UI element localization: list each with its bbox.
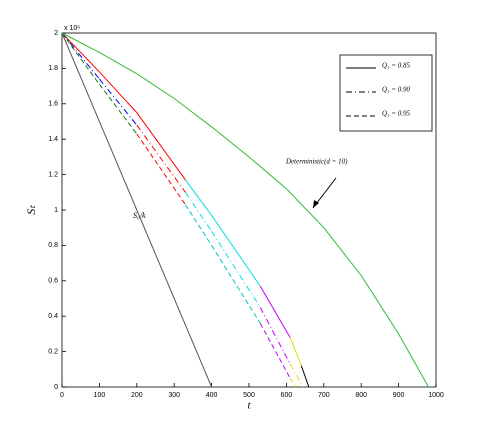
line-segment	[289, 363, 304, 388]
line-segment	[136, 112, 186, 181]
line-segment	[259, 323, 291, 379]
x-tick-label: 600	[281, 392, 293, 399]
line-segment	[136, 133, 186, 205]
line-segment	[300, 365, 310, 388]
x-tick-label: 100	[94, 392, 106, 399]
legend-label: Q₁ = 0.95	[382, 110, 410, 118]
annotation: Deterministic(d = 10)	[285, 158, 348, 166]
y-tick-label: 1.2	[48, 171, 58, 178]
x-tick-label: 900	[393, 392, 405, 399]
x-tick-label: 200	[131, 392, 143, 399]
line-segment	[136, 124, 186, 193]
y-multiplier: x 10⁶	[64, 25, 80, 32]
line-segment	[99, 84, 138, 135]
y-tick-label: 1	[54, 207, 58, 214]
line-segment	[185, 192, 213, 232]
line	[61, 32, 213, 388]
x-tick-label: 1000	[428, 392, 444, 399]
line-segment	[289, 377, 297, 388]
x-tick-label: 0	[60, 392, 64, 399]
y-tick-label: 1.6	[48, 101, 58, 108]
line-segment	[211, 215, 261, 287]
x-tick-label: 700	[318, 392, 330, 399]
x-tick-label: 300	[168, 392, 180, 399]
y-tick-label: 0	[54, 384, 58, 391]
legend-label: Q₁ = 0.85	[382, 62, 410, 70]
line-segment	[61, 32, 100, 73]
arrow-head	[313, 200, 319, 208]
y-tick-label: 0.8	[48, 242, 58, 249]
y-tick-label: 1.4	[48, 136, 58, 143]
line-segment	[259, 285, 291, 338]
y-tick-label: 2	[54, 30, 58, 37]
x-tick-label: 500	[243, 392, 255, 399]
y-tick-label: 0.2	[48, 348, 58, 355]
line-segment	[184, 204, 213, 246]
line-segment	[99, 78, 138, 126]
line-segment	[289, 337, 302, 366]
line	[61, 32, 429, 388]
legend-label: Q₁ = 0.90	[382, 86, 410, 94]
line-segment	[259, 307, 291, 365]
y-tick-label: 0.4	[48, 313, 58, 320]
line-segment	[185, 179, 213, 216]
x-tick-label: 400	[206, 392, 218, 399]
y-tick-label: 0.6	[48, 278, 58, 285]
y-axis-label: Sₜ	[24, 205, 38, 215]
line-segment	[99, 71, 138, 113]
y-tick-label: 1.8	[48, 65, 58, 72]
line-segment	[61, 32, 100, 85]
line-segment	[61, 32, 100, 80]
x-tick-label: 800	[355, 392, 367, 399]
line-segment	[211, 245, 261, 324]
line-segment	[211, 230, 261, 308]
x-axis-label: t	[247, 400, 251, 412]
